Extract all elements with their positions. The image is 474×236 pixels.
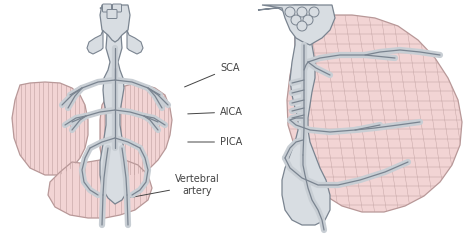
Polygon shape <box>262 5 335 45</box>
Text: PICA: PICA <box>188 137 242 147</box>
Polygon shape <box>100 5 128 204</box>
Polygon shape <box>100 5 130 42</box>
Polygon shape <box>48 158 152 218</box>
Polygon shape <box>127 30 143 54</box>
FancyBboxPatch shape <box>112 4 121 12</box>
Circle shape <box>291 15 301 25</box>
Polygon shape <box>12 82 88 175</box>
Polygon shape <box>100 84 172 175</box>
Circle shape <box>303 15 313 25</box>
FancyBboxPatch shape <box>107 9 117 18</box>
Polygon shape <box>287 15 462 212</box>
Text: Vertebral
artery: Vertebral artery <box>131 174 220 198</box>
Circle shape <box>297 21 307 31</box>
Circle shape <box>297 7 307 17</box>
Circle shape <box>309 7 319 17</box>
FancyBboxPatch shape <box>102 4 111 12</box>
Text: SCA: SCA <box>184 63 239 87</box>
Text: AICA: AICA <box>188 107 243 117</box>
Circle shape <box>285 7 295 17</box>
Polygon shape <box>258 5 330 225</box>
Polygon shape <box>87 30 103 54</box>
